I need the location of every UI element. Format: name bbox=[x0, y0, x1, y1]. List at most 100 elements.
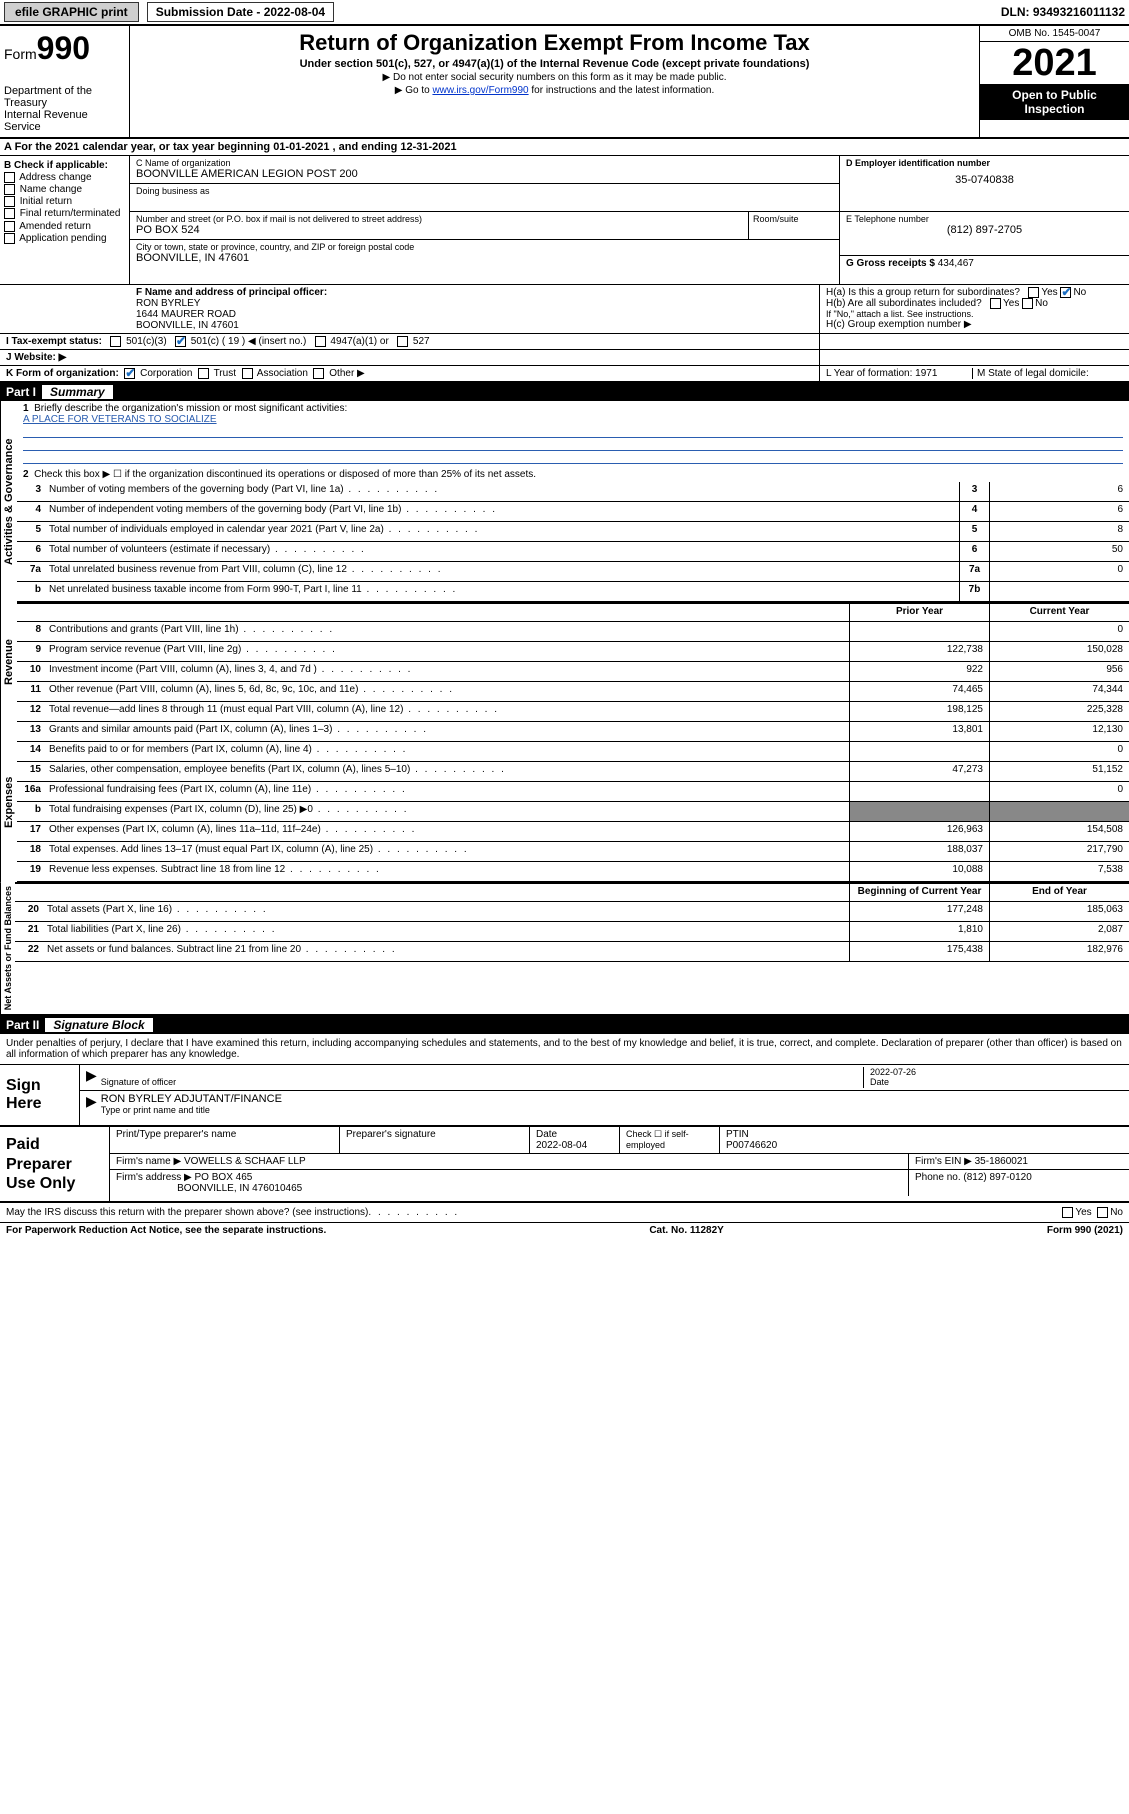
status-501c3[interactable] bbox=[110, 336, 121, 347]
firm-addr2: BOONVILLE, IN 476010465 bbox=[177, 1183, 302, 1194]
officer-name-title: RON BYRLEY ADJUTANT/FINANCE bbox=[101, 1093, 282, 1105]
check-amended-return[interactable]: Amended return bbox=[4, 221, 125, 232]
check-final-return[interactable]: Final return/terminated bbox=[4, 208, 125, 219]
irs-link[interactable]: www.irs.gov/Form990 bbox=[432, 85, 528, 96]
name-title-line: ▶ RON BYRLEY ADJUTANT/FINANCEType or pri… bbox=[80, 1091, 1129, 1117]
city-state-zip: BOONVILLE, IN 47601 bbox=[136, 252, 833, 264]
status-4947[interactable] bbox=[315, 336, 326, 347]
check-address-change[interactable]: Address change bbox=[4, 172, 125, 183]
vbar-expenses: Expenses bbox=[0, 722, 17, 882]
dln: DLN: 93493216011132 bbox=[1001, 5, 1125, 19]
prep-date: 2022-08-04 bbox=[536, 1140, 587, 1151]
city-cell: City or town, state or province, country… bbox=[130, 240, 839, 268]
vbar-netassets: Net Assets or Fund Balances bbox=[0, 882, 15, 1014]
discuss-row: May the IRS discuss this return with the… bbox=[0, 1203, 1129, 1223]
omb-number: OMB No. 1545-0047 bbox=[980, 26, 1129, 42]
arrow-icon: ▶ bbox=[86, 1067, 97, 1088]
paid-preparer-block: Paid Preparer Use Only Print/Type prepar… bbox=[0, 1127, 1129, 1203]
vbar-revenue: Revenue bbox=[0, 602, 17, 722]
summary-row: 3Number of voting members of the governi… bbox=[17, 482, 1129, 502]
sign-here-block: Sign Here ▶ Signature of officer 2022-07… bbox=[0, 1065, 1129, 1127]
summary-row: 12Total revenue—add lines 8 through 11 (… bbox=[17, 702, 1129, 722]
summary-row: 17Other expenses (Part IX, column (A), l… bbox=[17, 822, 1129, 842]
summary-row: 5Total number of individuals employed in… bbox=[17, 522, 1129, 542]
ein-cell: D Employer identification number 35-0740… bbox=[840, 156, 1129, 212]
paid-preparer-label: Paid Preparer Use Only bbox=[0, 1127, 110, 1201]
firm-name-row: Firm's name ▶ VOWELLS & SCHAAF LLP Firm'… bbox=[110, 1154, 1129, 1170]
firm-name: VOWELLS & SCHAAF LLP bbox=[184, 1156, 306, 1167]
efile-print-button[interactable]: efile GRAPHIC print bbox=[4, 2, 139, 22]
summary-row: 21Total liabilities (Part X, line 26)1,8… bbox=[15, 922, 1129, 942]
summary-row: bTotal fundraising expenses (Part IX, co… bbox=[17, 802, 1129, 822]
form-assoc[interactable] bbox=[242, 368, 253, 379]
summary-row: 8Contributions and grants (Part VIII, li… bbox=[17, 622, 1129, 642]
hb-note: If "No," attach a list. See instructions… bbox=[826, 309, 1123, 319]
hb-yes[interactable] bbox=[990, 298, 1001, 309]
org-name: BOONVILLE AMERICAN LEGION POST 200 bbox=[136, 168, 833, 180]
officer-name: RON BYRLEY bbox=[136, 298, 200, 309]
form-title: Return of Organization Exempt From Incom… bbox=[134, 30, 975, 56]
firm-ein: 35-1860021 bbox=[975, 1156, 1028, 1167]
dba-cell: Doing business as bbox=[130, 184, 839, 212]
officer-addr1: 1644 MAURER ROAD bbox=[136, 309, 236, 320]
summary-row: 6Total number of volunteers (estimate if… bbox=[17, 542, 1129, 562]
arrow-icon: ▶ bbox=[86, 1093, 97, 1115]
column-cd: C Name of organization BOONVILLE AMERICA… bbox=[130, 156, 1129, 284]
net-header-row: Beginning of Current Year End of Year bbox=[15, 882, 1129, 902]
preparer-row1: Print/Type preparer's name Preparer's si… bbox=[110, 1127, 1129, 1154]
signature-declaration: Under penalties of perjury, I declare th… bbox=[0, 1034, 1129, 1065]
telephone-cell: E Telephone number (812) 897-2705 bbox=[840, 212, 1129, 256]
self-employed-check[interactable]: Check ☐ if self-employed bbox=[620, 1127, 720, 1153]
note2-post: for instructions and the latest informat… bbox=[529, 85, 715, 96]
address-cell: Number and street (or P.O. box if mail i… bbox=[130, 212, 839, 240]
form-corp[interactable] bbox=[124, 368, 135, 379]
hc-label: H(c) Group exemption number ▶ bbox=[826, 319, 1123, 330]
discuss-yes[interactable] bbox=[1062, 1207, 1073, 1218]
q2-checkbox: 2 Check this box ▶ ☐ if the organization… bbox=[17, 467, 1129, 482]
check-initial-return[interactable]: Initial return bbox=[4, 196, 125, 207]
street-address: PO BOX 524 bbox=[136, 224, 742, 236]
header-left: Form990 Department of the Treasury Inter… bbox=[0, 26, 130, 137]
summary-row: 11Other revenue (Part VIII, column (A), … bbox=[17, 682, 1129, 702]
row-j-website: J Website: ▶ bbox=[0, 350, 1129, 366]
cat-no: Cat. No. 11282Y bbox=[649, 1225, 723, 1236]
column-b-checkboxes: B Check if applicable: Address change Na… bbox=[0, 156, 130, 284]
q1-briefly: 1 Briefly describe the organization's mi… bbox=[17, 401, 1129, 467]
summary-row: 15Salaries, other compensation, employee… bbox=[17, 762, 1129, 782]
ein: 35-0740838 bbox=[846, 174, 1123, 186]
summary-row: 19Revenue less expenses. Subtract line 1… bbox=[17, 862, 1129, 882]
summary-row: 22Net assets or fund balances. Subtract … bbox=[15, 942, 1129, 962]
summary-row: bNet unrelated business taxable income f… bbox=[17, 582, 1129, 602]
rev-header-row: Prior Year Current Year bbox=[17, 602, 1129, 622]
section-bcd: B Check if applicable: Address change Na… bbox=[0, 156, 1129, 285]
sig-date: 2022-07-26 bbox=[870, 1067, 916, 1077]
form-note2: ▶ Go to www.irs.gov/Form990 for instruct… bbox=[134, 85, 975, 96]
summary-row: 4Number of independent voting members of… bbox=[17, 502, 1129, 522]
sign-here-label: Sign Here bbox=[0, 1065, 80, 1125]
ha-yes[interactable] bbox=[1028, 287, 1039, 298]
firm-phone: (812) 897-0120 bbox=[963, 1172, 1031, 1183]
summary-row: 9Program service revenue (Part VIII, lin… bbox=[17, 642, 1129, 662]
row-i-tax-status: I Tax-exempt status: 501(c)(3) 501(c) ( … bbox=[0, 334, 1129, 350]
principal-officer: F Name and address of principal officer:… bbox=[0, 285, 819, 333]
status-501c[interactable] bbox=[175, 336, 186, 347]
check-name-change[interactable]: Name change bbox=[4, 184, 125, 195]
h-questions: H(a) Is this a group return for subordin… bbox=[819, 285, 1129, 333]
part2-header: Part IISignature Block bbox=[0, 1016, 1129, 1034]
row-a-tax-year: A For the 2021 calendar year, or tax yea… bbox=[0, 139, 1129, 156]
check-application-pending[interactable]: Application pending bbox=[4, 233, 125, 244]
discuss-no[interactable] bbox=[1097, 1207, 1108, 1218]
firm-address-row: Firm's address ▶ PO BOX 465 BOONVILLE, I… bbox=[110, 1170, 1129, 1196]
summary-row: 13Grants and similar amounts paid (Part … bbox=[17, 722, 1129, 742]
form-trust[interactable] bbox=[198, 368, 209, 379]
row-klm: K Form of organization: Corporation Trus… bbox=[0, 366, 1129, 383]
header-right: OMB No. 1545-0047 2021 Open to Public In… bbox=[979, 26, 1129, 137]
form-other[interactable] bbox=[313, 368, 324, 379]
header-mid: Return of Organization Exempt From Incom… bbox=[130, 26, 979, 137]
form-number: 990 bbox=[37, 30, 90, 66]
signature-line[interactable]: ▶ Signature of officer 2022-07-26Date bbox=[80, 1065, 1129, 1091]
hb-no[interactable] bbox=[1022, 298, 1033, 309]
status-527[interactable] bbox=[397, 336, 408, 347]
ptin: P00746620 bbox=[726, 1140, 777, 1151]
ha-no[interactable] bbox=[1060, 287, 1071, 298]
